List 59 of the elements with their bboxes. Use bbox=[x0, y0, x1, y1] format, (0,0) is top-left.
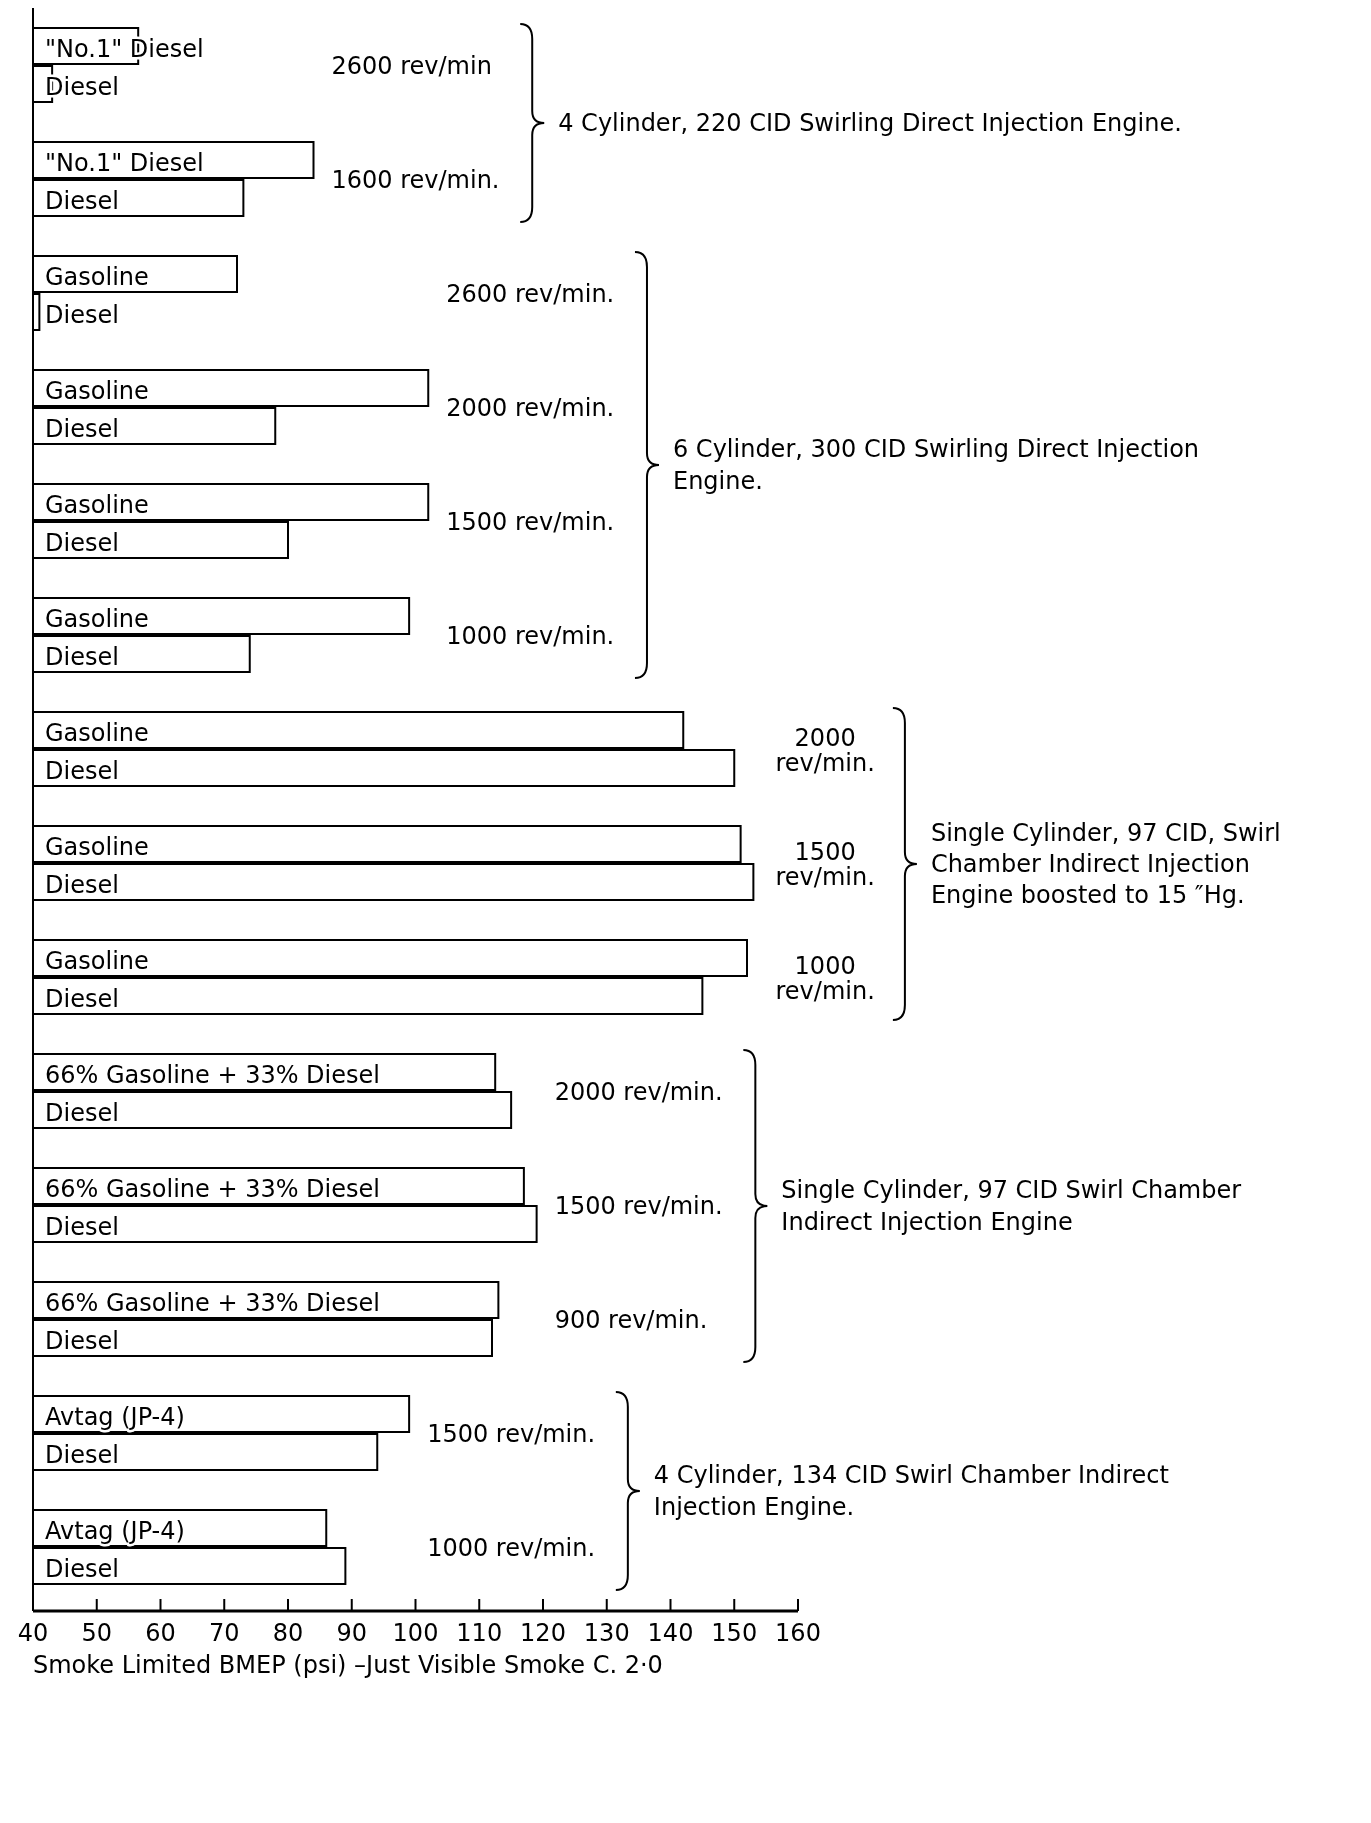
annotation: 1000 rev/min. bbox=[775, 952, 875, 1006]
y-tick-label: Gasoline bbox=[45, 719, 149, 747]
annotation: 4 Cylinder, 134 CID Swirl Chamber Indirect Injection Engine. bbox=[653, 1461, 1169, 1521]
y-tick-label: Avtag (JP-4) bbox=[45, 1517, 185, 1545]
y-tick-label: Diesel bbox=[45, 1099, 119, 1127]
text: Single Cylinder, 97 CID, Swirl Chamber Indirect Injection Engine boosted to 15 ″Hg. bbox=[930, 818, 1281, 910]
y-tick-label: Diesel bbox=[45, 1441, 119, 1469]
y-tick-label: 66% Gasoline + 33% Diesel bbox=[45, 1061, 380, 1089]
y-tick-label: Diesel bbox=[45, 985, 119, 1013]
y-tick-label: Diesel bbox=[45, 1213, 119, 1241]
annotation: 2600 rev/min bbox=[331, 52, 492, 80]
y-tick-label: Diesel bbox=[45, 1327, 119, 1355]
x-tick-label: 110 bbox=[456, 1619, 503, 1647]
x-tick-label: 100 bbox=[392, 1619, 439, 1647]
annotation: 1500 rev/min. bbox=[427, 1420, 596, 1448]
x-tick-label: 160 bbox=[775, 1619, 821, 1647]
x-tick-label: 70 bbox=[208, 1619, 240, 1647]
y-tick-label: Gasoline bbox=[45, 377, 149, 405]
y-tick-label: 66% Gasoline + 33% Diesel bbox=[45, 1175, 380, 1203]
y-tick-label: Diesel bbox=[45, 757, 119, 785]
annotation: 2000 rev/min. bbox=[554, 1078, 723, 1106]
y-tick-label: Diesel bbox=[45, 529, 119, 557]
x-tick-label: 50 bbox=[81, 1619, 113, 1647]
annotation: 2000 rev/min. bbox=[446, 394, 615, 422]
x-axis-title: Smoke Limited BMEP (psi) –Just Visible Smoke C. 2·0 bbox=[33, 1651, 663, 1679]
annotation: 1000 rev/min. bbox=[446, 622, 615, 650]
y-tick-label: Diesel bbox=[45, 415, 119, 443]
y-tick-label: Diesel bbox=[45, 301, 119, 329]
y-tick-label: Diesel bbox=[45, 1555, 119, 1583]
annotation: Single Cylinder, 97 CID Swirl Chamber Indirect Injection Engine bbox=[781, 1176, 1242, 1236]
y-tick-label: 66% Gasoline + 33% Diesel bbox=[45, 1289, 380, 1317]
y-tick-label: Avtag (JP-4) bbox=[45, 1403, 185, 1431]
annotation: 900 rev/min. bbox=[554, 1306, 708, 1334]
x-tick-label: 150 bbox=[711, 1619, 758, 1647]
x-tick-label: 60 bbox=[145, 1619, 176, 1647]
y-tick-label: Gasoline bbox=[45, 491, 149, 519]
x-tick-label: 140 bbox=[647, 1619, 694, 1647]
annotation: 2000 rev/min. bbox=[775, 724, 875, 778]
y-tick-label: Gasoline bbox=[45, 833, 149, 861]
x-tick-label: 120 bbox=[520, 1619, 566, 1647]
y-tick-label: Gasoline bbox=[45, 605, 149, 633]
annotation: 6 Cylinder, 300 CID Swirling Direct Injection Engine. bbox=[672, 435, 1200, 495]
annotation: 1600 rev/min. bbox=[331, 166, 500, 194]
y-tick-label: Gasoline bbox=[45, 947, 149, 975]
x-tick-label: 80 bbox=[272, 1619, 304, 1647]
y-tick-label: "No.1" Diesel bbox=[45, 149, 204, 177]
annotation: 1500 rev/min. bbox=[554, 1192, 723, 1220]
annotation: 1500 rev/min. bbox=[775, 838, 875, 892]
annotation: 1500 rev/min. bbox=[446, 508, 615, 536]
x-tick-label: 40 bbox=[17, 1619, 49, 1647]
x-tick-label: 130 bbox=[583, 1619, 630, 1647]
annotation: 2600 rev/min. bbox=[446, 280, 615, 308]
annotation: 4 Cylinder, 220 CID Swirling Direct Injection Engine. bbox=[558, 109, 1182, 137]
y-tick-label: Diesel bbox=[45, 871, 119, 899]
annotation: 1000 rev/min. bbox=[427, 1534, 596, 1562]
y-tick-label: Gasoline bbox=[45, 263, 149, 291]
x-tick-label: 90 bbox=[336, 1619, 368, 1647]
y-tick-label: Diesel bbox=[45, 643, 119, 671]
y-tick-label: Diesel bbox=[45, 187, 119, 215]
